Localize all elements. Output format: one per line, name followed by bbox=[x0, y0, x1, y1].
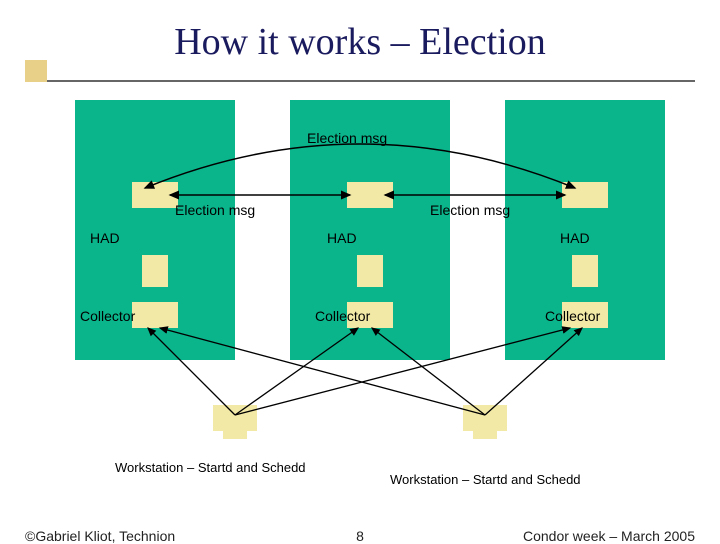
collector-label-2: Collector bbox=[315, 308, 370, 324]
workstation-terminal-2 bbox=[463, 405, 507, 431]
had-node-3 bbox=[562, 182, 608, 208]
slide-title: How it works – Election bbox=[0, 20, 720, 64]
collector-node-1 bbox=[132, 302, 178, 328]
workstation-label-2: Workstation – Startd and Schedd bbox=[390, 472, 581, 487]
title-bullet bbox=[25, 60, 47, 82]
had-label-2: HAD bbox=[327, 230, 357, 246]
workstation-terminal-1 bbox=[213, 405, 257, 431]
election-msg-left: Election msg bbox=[175, 202, 255, 218]
footer-center: 8 bbox=[356, 528, 364, 544]
had-box-2 bbox=[357, 255, 383, 287]
had-node-1 bbox=[132, 182, 178, 208]
had-label-1: HAD bbox=[90, 230, 120, 246]
workstation-label-1: Workstation – Startd and Schedd bbox=[115, 460, 306, 475]
election-msg-right: Election msg bbox=[430, 202, 510, 218]
election-msg-top: Election msg bbox=[307, 130, 387, 146]
collector-label-3: Collector bbox=[545, 308, 600, 324]
footer-left: ©Gabriel Kliot, Technion bbox=[25, 528, 175, 544]
footer-right: Condor week – March 2005 bbox=[523, 528, 695, 544]
title-underline bbox=[25, 80, 695, 82]
collector-label-1: Collector bbox=[80, 308, 135, 324]
had-node-2 bbox=[347, 182, 393, 208]
had-box-1 bbox=[142, 255, 168, 287]
had-label-3: HAD bbox=[560, 230, 590, 246]
had-box-3 bbox=[572, 255, 598, 287]
